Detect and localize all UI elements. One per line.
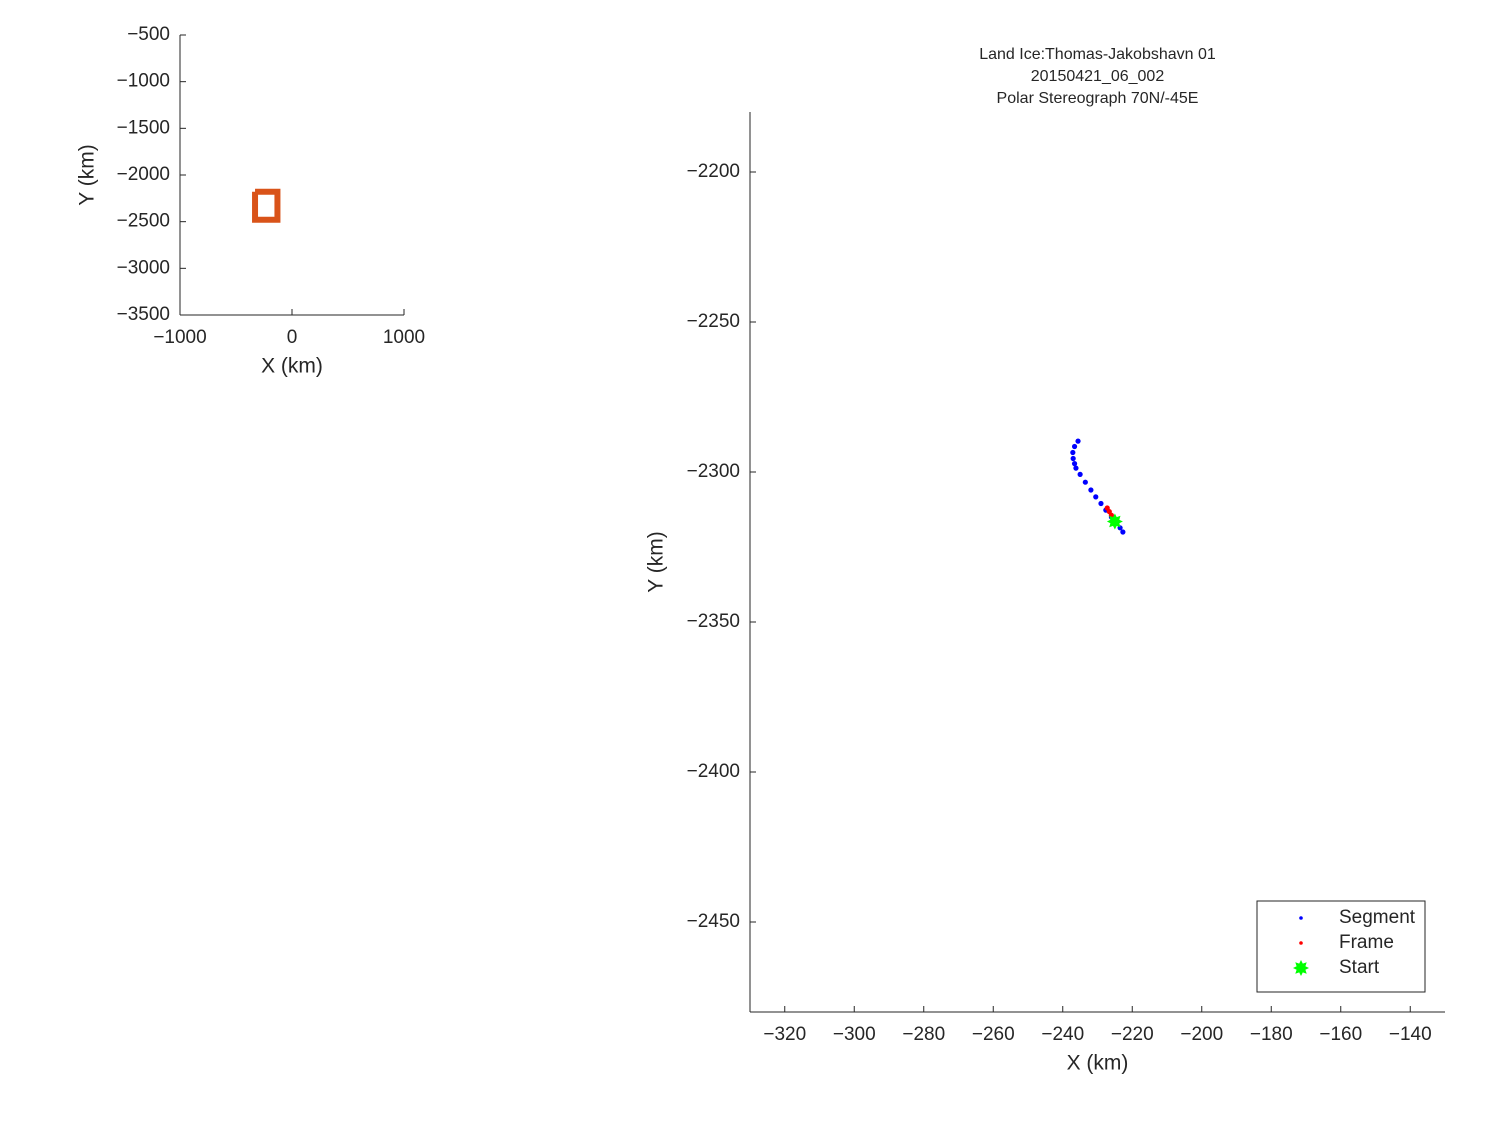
x-tick-label: −300	[833, 1024, 876, 1045]
x-tick-label: −160	[1319, 1024, 1362, 1045]
x-tick-label: −180	[1250, 1024, 1293, 1045]
legend-marker	[1299, 916, 1303, 920]
y-tick-label: −2300	[687, 461, 740, 482]
legend-box	[1256, 900, 1426, 993]
y-axis-label: Y (km)	[76, 144, 99, 205]
y-tick-label: −2500	[117, 211, 170, 232]
x-tick-label: −260	[972, 1024, 1015, 1045]
x-tick-label: −200	[1180, 1024, 1223, 1045]
y-tick-label: −2450	[687, 911, 740, 932]
y-tick-label: −2350	[687, 611, 740, 632]
legend-marker	[1299, 941, 1303, 945]
x-axis-label: X (km)	[1067, 1052, 1129, 1075]
y-tick-label: −3500	[117, 304, 170, 325]
point-marker	[1073, 465, 1079, 471]
point-marker	[1071, 443, 1078, 450]
y-tick-label: −500	[127, 24, 170, 45]
point-marker	[1071, 461, 1078, 467]
point-marker	[1075, 438, 1081, 444]
x-tick-label: 0	[287, 327, 298, 348]
x-tick-label: −280	[902, 1024, 945, 1045]
point-marker	[1088, 487, 1094, 493]
legend-marker	[1293, 960, 1309, 976]
x-tick-label: −220	[1111, 1024, 1154, 1045]
x-tick-label: −240	[1041, 1024, 1084, 1045]
data-line	[252, 188, 281, 223]
point-marker	[1070, 449, 1076, 456]
y-tick-label: −2400	[687, 761, 740, 782]
legend-label: Frame	[1339, 932, 1394, 953]
chart-title: Land Ice:Thomas-Jakobshavn 01	[979, 46, 1216, 63]
chart-title: Polar Stereograph 70N/-45E	[997, 90, 1199, 107]
legend-label: Start	[1339, 957, 1380, 978]
y-tick-label: −2000	[117, 164, 170, 185]
y-tick-label: −1000	[117, 71, 170, 92]
point-marker	[1120, 529, 1126, 535]
y-tick-label: −3000	[117, 257, 170, 278]
x-tick-label: −1000	[153, 327, 206, 348]
y-tick-label: −2250	[687, 311, 740, 332]
x-tick-label: 1000	[383, 327, 425, 348]
x-axis-label: X (km)	[261, 355, 323, 378]
start-marker	[1106, 513, 1123, 530]
x-tick-label: −140	[1389, 1024, 1432, 1045]
y-tick-label: −1500	[117, 117, 170, 138]
legend-label: Segment	[1339, 907, 1416, 928]
point-marker	[1093, 494, 1099, 500]
point-marker	[1077, 471, 1083, 477]
chart-title: 20150421_06_002	[1031, 68, 1165, 85]
point-marker	[1070, 455, 1076, 462]
x-tick-label: −320	[763, 1024, 806, 1045]
point-marker	[1098, 500, 1104, 507]
y-axis-label: Y (km)	[645, 531, 668, 592]
point-marker	[1082, 479, 1088, 485]
y-tick-label: −2200	[687, 161, 740, 182]
